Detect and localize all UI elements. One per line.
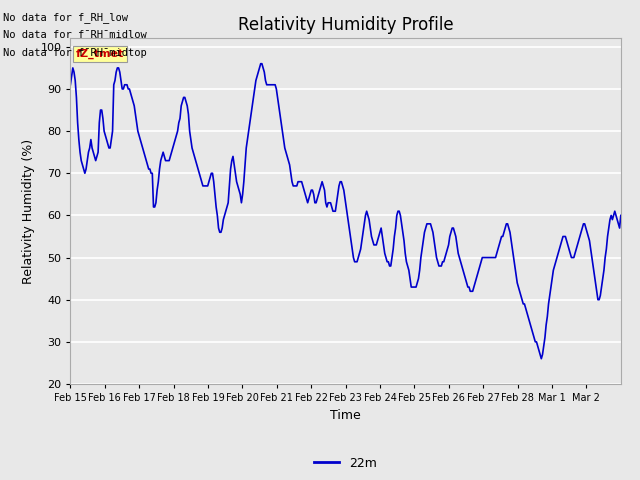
Legend: 22m: 22m — [309, 452, 382, 475]
Text: No data for f¯RH¯midtop: No data for f¯RH¯midtop — [3, 48, 147, 59]
Text: fZ_tmet: fZ_tmet — [76, 49, 124, 59]
Text: No data for f¯RH¯midlow: No data for f¯RH¯midlow — [3, 30, 147, 40]
Text: No data for f_RH_low: No data for f_RH_low — [3, 12, 128, 23]
Title: Relativity Humidity Profile: Relativity Humidity Profile — [238, 16, 453, 34]
X-axis label: Time: Time — [330, 408, 361, 421]
Y-axis label: Relativity Humidity (%): Relativity Humidity (%) — [22, 139, 35, 284]
